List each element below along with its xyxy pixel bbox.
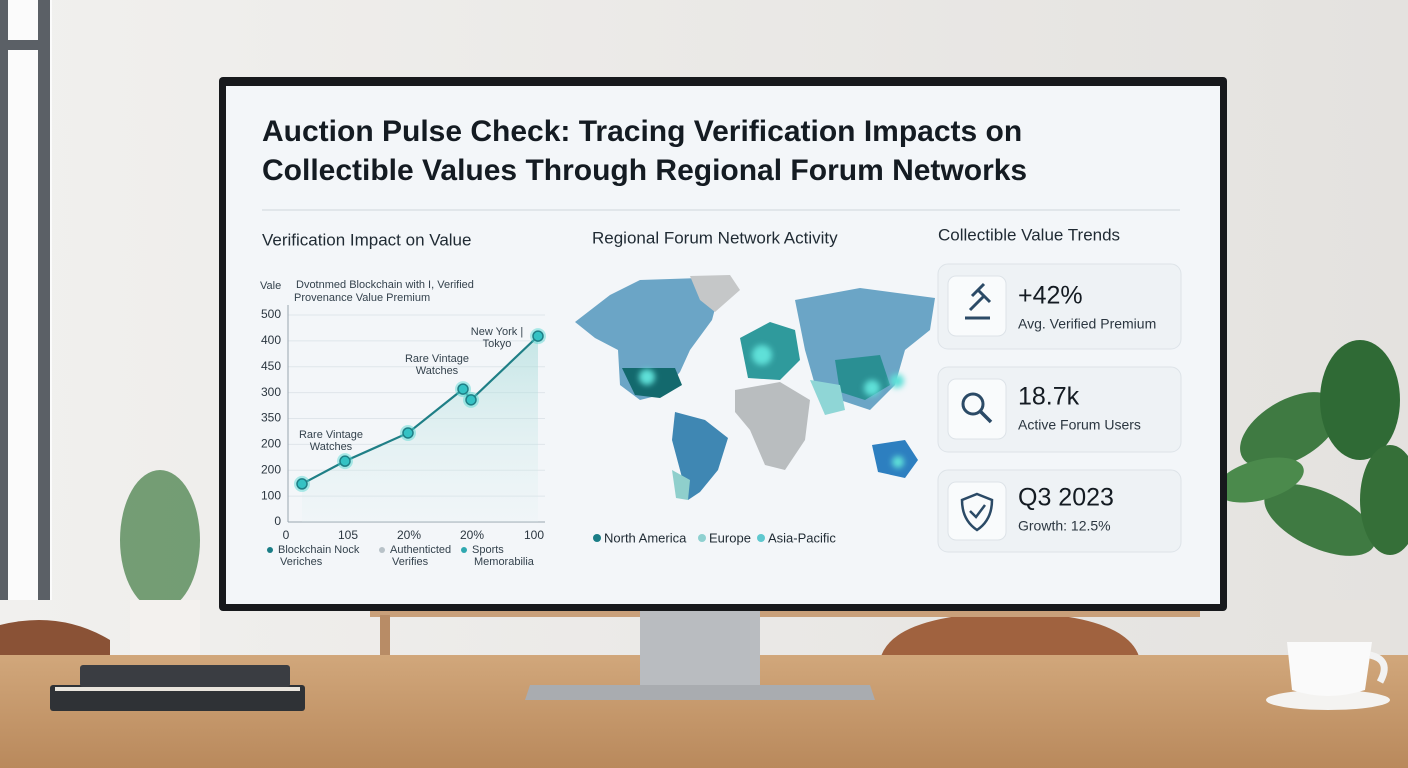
shield-icon [960, 492, 994, 532]
card-label: Avg. Verified Premium [1018, 316, 1156, 332]
legend-dot [461, 547, 467, 553]
area [302, 336, 538, 522]
plant [120, 340, 1408, 610]
check-icon [969, 504, 986, 519]
legend-label: Sports [472, 544, 504, 556]
x-tick-label: 20% [460, 528, 484, 542]
pot [130, 600, 200, 660]
annotation: Tokyo [483, 338, 512, 350]
y-tick-label: 500 [261, 307, 281, 321]
y-tick-label: 350 [261, 411, 281, 425]
y-tick-label: 400 [261, 333, 281, 347]
search-icon [961, 392, 985, 416]
icon-box [947, 481, 1007, 541]
section-title: Regional Forum Network Activity [592, 228, 838, 247]
card-label: Growth: 12.5% [1018, 518, 1111, 534]
x-tick-label: 0 [283, 528, 290, 542]
window-frame [0, 40, 50, 50]
legend-label: Veriches [280, 556, 323, 568]
book [50, 685, 305, 711]
x-tick-label: 105 [338, 528, 358, 542]
point [465, 394, 477, 406]
point [457, 383, 469, 395]
y-tick-label: 200 [261, 462, 281, 476]
section-title: Verification Impact on Value [262, 230, 471, 249]
annotation: New York | [471, 326, 523, 338]
stat-card: Q3 2023 Growth: 12.5% [937, 469, 1182, 553]
point [402, 427, 414, 439]
point [339, 455, 351, 467]
north-america [575, 278, 720, 400]
annotation: Watches [310, 441, 353, 453]
x-tick-label: 100 [524, 528, 544, 542]
legend-label: Verifies [392, 556, 429, 568]
south-america-south [672, 470, 690, 500]
shelf-leg [380, 615, 390, 660]
book-pages [55, 687, 300, 691]
chart-title: Provenance Value Premium [294, 292, 430, 304]
saucer [1266, 690, 1390, 710]
world-map [575, 275, 935, 500]
legend-label: Asia-Pacific [768, 530, 836, 545]
greenland [690, 275, 740, 312]
legend-label: Blockchain Nock [278, 544, 360, 556]
activity-glow [639, 345, 904, 468]
window-frame [38, 0, 50, 600]
legend-label: Authenticted [390, 544, 451, 556]
legend-dot [698, 534, 706, 542]
line [301, 335, 539, 485]
icon-box [947, 378, 1007, 440]
annotation: Rare Vintage [405, 353, 469, 365]
legend-dot [267, 547, 273, 553]
search-icon-handle [978, 409, 993, 424]
annotation: Watches [416, 365, 459, 377]
chair [880, 612, 1140, 660]
y-tick-label: 450 [261, 359, 281, 373]
window-frame [0, 0, 8, 600]
africa [735, 382, 810, 470]
legend-dot [593, 534, 601, 542]
legend-label: Europe [709, 530, 751, 545]
y-axis-label: Vale [260, 280, 281, 292]
annotation: Rare Vintage [299, 429, 363, 441]
stat-card: 18.7k Active Forum Users [937, 366, 1182, 453]
gavel-icon [965, 282, 992, 320]
section-title: Collectible Value Trends [938, 225, 1120, 244]
cup-handle [1369, 651, 1388, 684]
y-tick-label: 100 [261, 488, 281, 502]
chart-title: Dvotnmed Blockchain with I, Verified [296, 279, 474, 291]
card-value: 18.7k [1018, 383, 1080, 411]
title-line: Collectible Values Through Regional Foru… [262, 154, 1027, 187]
point [532, 330, 544, 342]
stat-card: +42% Avg. Verified Premium [937, 263, 1182, 350]
legend-label: North America [604, 530, 687, 545]
legend-label: Memorabilia [474, 556, 535, 568]
monitor-stand [640, 605, 760, 685]
icon-box [947, 275, 1007, 337]
asia [795, 288, 935, 410]
card-label: Active Forum Users [1018, 417, 1141, 433]
legend-dot [757, 534, 765, 542]
card-value: Q3 2023 [1018, 484, 1114, 512]
card-value: +42% [1018, 282, 1083, 310]
india [810, 380, 845, 415]
cup [1287, 642, 1372, 696]
y-tick-label: 200 [261, 437, 281, 451]
point [296, 478, 308, 490]
title-line: Auction Pulse Check: Tracing Verificatio… [262, 115, 1022, 148]
y-tick-label: 300 [261, 385, 281, 399]
y-tick-label: 0 [274, 514, 281, 528]
book [80, 665, 290, 687]
map-legend: North America Europe Asia-Pacific [593, 530, 836, 545]
x-tick-label: 20% [397, 528, 421, 542]
legend-dot [379, 547, 385, 553]
line-chart: Vale Dvotnmed Blockchain with I, Verifie… [260, 279, 546, 568]
monitor-base [525, 685, 875, 700]
